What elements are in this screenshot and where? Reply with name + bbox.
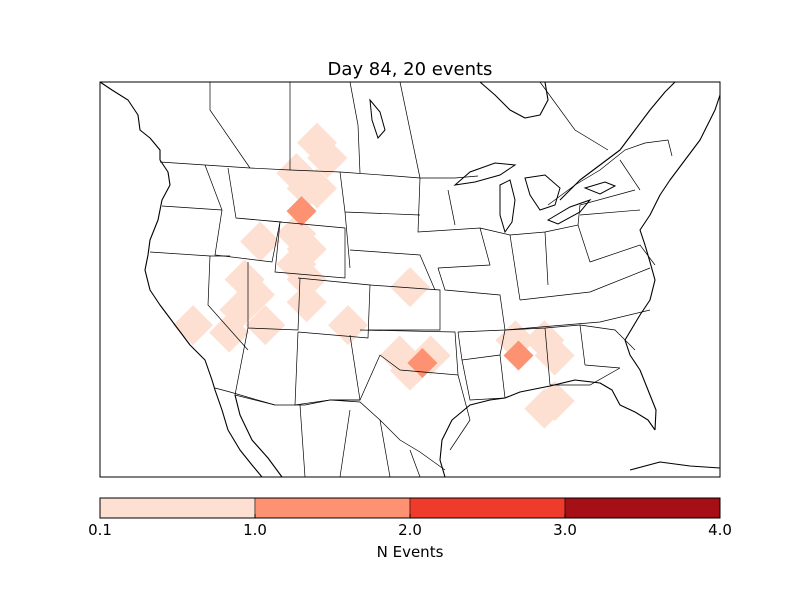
state-border-mt-dakotas (339, 171, 421, 269)
colorbar-tick-label: 3.0 (553, 521, 577, 539)
colorbar-tick-label: 2.0 (398, 521, 422, 539)
colorbar-tick-label: 4.0 (708, 521, 732, 539)
event-density-layer (173, 122, 575, 429)
event-cell (503, 340, 534, 371)
state-border-or-ca (149, 205, 249, 351)
state-border-southeast (550, 324, 636, 386)
gulf-coastline (439, 379, 656, 478)
state-border-ne-ks (349, 249, 441, 331)
baja-coastline (234, 394, 283, 478)
event-cell (534, 381, 575, 422)
event-cell (209, 312, 250, 353)
lake-erie (546, 198, 592, 225)
colorbar-label: N Events (377, 543, 444, 561)
caribbean-coastline (629, 461, 721, 471)
event-cell (407, 348, 438, 379)
event-cell (240, 221, 281, 262)
colorbar-bins (99, 497, 721, 519)
province-borders (209, 81, 609, 179)
event-cell (286, 282, 327, 323)
colorbar-tick-label: 0.1 (88, 521, 112, 539)
state-border-la-ms-al (461, 324, 586, 401)
state-border-wy (274, 221, 346, 279)
event-cell (286, 196, 317, 227)
lake-superior (453, 162, 517, 186)
map-title: Day 84, 20 events (328, 59, 493, 80)
pacific-coastline (99, 81, 263, 478)
state-border-ut (247, 262, 301, 331)
map-panel (99, 81, 721, 478)
state-border-ky-tn (504, 267, 651, 331)
state-border-east (577, 159, 656, 266)
atlantic-coastline (624, 94, 721, 431)
colorbar: 0.1 1.0 2.0 3.0 4.0 N Events (88, 497, 732, 561)
mexico-interior (299, 404, 421, 478)
colorbar-ticks: 0.1 1.0 2.0 3.0 4.0 (88, 514, 732, 539)
colorbar-tick-label: 1.0 (243, 521, 267, 539)
lake-huron (524, 174, 561, 211)
colorbar-bin (99, 497, 256, 519)
state-border-mo-ar (437, 267, 506, 361)
map-frame (99, 81, 721, 478)
lake-winnipeg (369, 98, 386, 139)
state-borders (149, 81, 673, 478)
event-cell (245, 305, 286, 346)
lake-michigan (499, 179, 516, 234)
event-cell (390, 267, 430, 308)
colorbar-bin (254, 497, 411, 519)
hudson-bay-coastline (479, 81, 549, 119)
event-cell (534, 335, 575, 376)
great-lakes (369, 98, 617, 234)
coastlines (99, 81, 721, 478)
colorbar-bin (564, 497, 721, 519)
state-border-co (297, 277, 371, 339)
lake-ontario (583, 181, 617, 195)
event-cell (297, 168, 337, 209)
colorbar-bin (409, 497, 566, 519)
event-cell (307, 137, 348, 178)
event-cell (328, 305, 368, 346)
state-border-tx (330, 354, 471, 451)
st-lawrence-coastline (559, 81, 676, 201)
state-border-id-mt (204, 164, 283, 263)
event-cell (286, 259, 327, 300)
us-mexico-border (214, 387, 446, 471)
